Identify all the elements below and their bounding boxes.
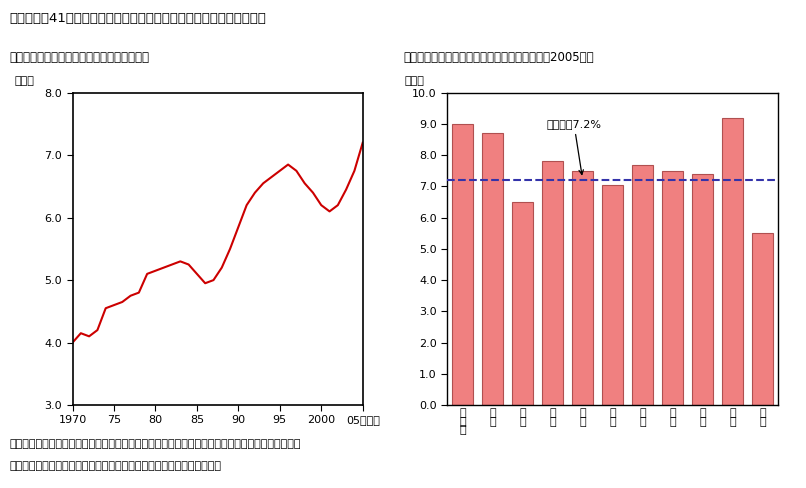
Bar xyxy=(752,233,773,405)
Text: （％）: （％） xyxy=(405,77,424,86)
Text: （％）: （％） xyxy=(15,77,35,86)
Bar xyxy=(722,118,743,405)
Bar xyxy=(632,164,653,405)
Bar xyxy=(602,185,623,405)
Text: 第１－１－41図　エネルギー消費のシェアの推移、地域別のウェイト: 第１－１－41図 エネルギー消費のシェアの推移、地域別のウェイト xyxy=(10,12,267,25)
Bar xyxy=(663,171,683,405)
Bar xyxy=(572,171,593,405)
Bar xyxy=(692,174,713,405)
Text: 全国平均7.2%: 全国平均7.2% xyxy=(546,119,601,175)
Bar xyxy=(542,162,563,405)
Bar xyxy=(512,202,533,405)
Bar xyxy=(452,124,473,405)
Text: （１）　エネルギー関連品目のシェアの推移: （１） エネルギー関連品目のシェアの推移 xyxy=(10,51,150,64)
Bar xyxy=(482,133,503,405)
Text: （備考）１．総務省「家計調査（二人以上の世帯（農林漁家世帯を除く、全世帯））」より作成。: （備考）１．総務省「家計調査（二人以上の世帯（農林漁家世帯を除く、全世帯））」よ… xyxy=(10,439,301,449)
Text: （２）　地域別のエネルギー消費のウェイト（2005年）: （２） 地域別のエネルギー消費のウェイト（2005年） xyxy=(403,51,594,64)
Text: ２．エネルギー関連品目は電気代、ガス代、ガソリン、灯油。: ２．エネルギー関連品目は電気代、ガス代、ガソリン、灯油。 xyxy=(10,461,222,471)
